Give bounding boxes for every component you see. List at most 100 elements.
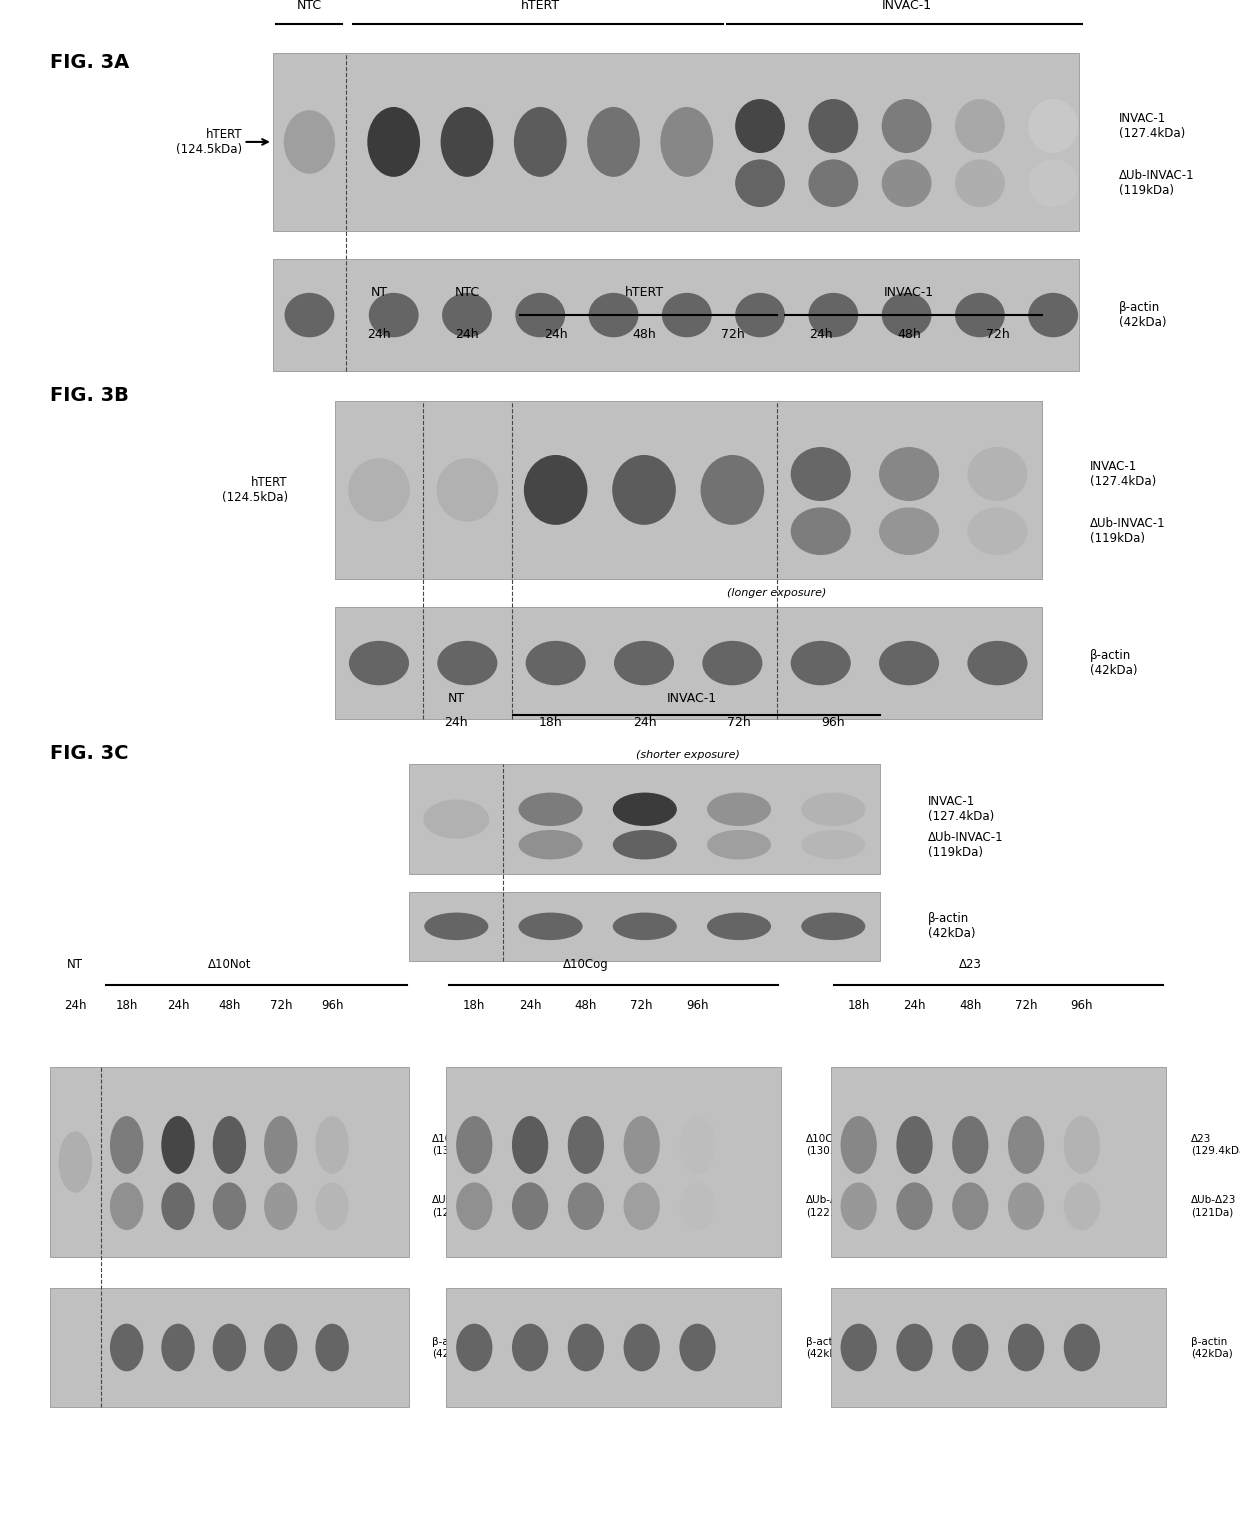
Ellipse shape	[735, 294, 785, 337]
Ellipse shape	[882, 294, 931, 337]
Ellipse shape	[513, 107, 567, 177]
Ellipse shape	[897, 1117, 932, 1174]
Ellipse shape	[1008, 1324, 1044, 1371]
Text: hTERT
(124.5kDa): hTERT (124.5kDa)	[176, 129, 242, 156]
Ellipse shape	[841, 1324, 877, 1371]
Ellipse shape	[879, 446, 939, 501]
Text: (longer exposure): (longer exposure)	[727, 589, 826, 599]
FancyBboxPatch shape	[831, 1067, 1166, 1257]
Text: 72h: 72h	[986, 328, 1009, 340]
FancyBboxPatch shape	[50, 1067, 409, 1257]
Ellipse shape	[58, 1132, 92, 1192]
Text: 24h: 24h	[808, 328, 832, 340]
Text: INVAC-1
(127.4kDa): INVAC-1 (127.4kDa)	[1090, 460, 1157, 489]
Ellipse shape	[264, 1117, 298, 1174]
Ellipse shape	[955, 159, 1004, 207]
Text: FIG. 3B: FIG. 3B	[50, 386, 129, 405]
Text: 48h: 48h	[632, 328, 656, 340]
Text: Δ10Not
(130.8kDa): Δ10Not (130.8kDa)	[433, 1135, 491, 1156]
Ellipse shape	[613, 831, 677, 859]
Text: 24h: 24h	[903, 999, 926, 1012]
Text: 72h: 72h	[1014, 999, 1038, 1012]
Text: β-actin
(42kDa): β-actin (42kDa)	[1120, 301, 1167, 330]
Ellipse shape	[707, 831, 771, 859]
Text: FIG. 3C: FIG. 3C	[50, 744, 128, 764]
Ellipse shape	[441, 294, 492, 337]
Ellipse shape	[512, 1117, 548, 1174]
Ellipse shape	[808, 294, 858, 337]
Ellipse shape	[423, 799, 490, 838]
Text: 18h: 18h	[115, 999, 138, 1012]
Ellipse shape	[841, 1117, 877, 1174]
Ellipse shape	[264, 1324, 298, 1371]
Text: ΔUb-Δ10Not
(122.4Da): ΔUb-Δ10Not (122.4Da)	[433, 1195, 496, 1216]
Ellipse shape	[702, 642, 763, 685]
Ellipse shape	[518, 793, 583, 826]
Text: 48h: 48h	[959, 999, 982, 1012]
Text: 24h: 24h	[166, 999, 190, 1012]
Ellipse shape	[1028, 98, 1078, 153]
Ellipse shape	[735, 98, 785, 153]
Ellipse shape	[588, 107, 640, 177]
Ellipse shape	[438, 642, 497, 685]
Text: hTERT: hTERT	[625, 286, 663, 300]
Text: 18h: 18h	[463, 999, 486, 1012]
Text: INVAC-1: INVAC-1	[667, 691, 717, 705]
Ellipse shape	[707, 793, 771, 826]
Text: 24h: 24h	[518, 999, 542, 1012]
Text: INVAC-1: INVAC-1	[884, 286, 934, 300]
Text: Δ23
(129.4kDa): Δ23 (129.4kDa)	[1190, 1135, 1240, 1156]
Text: 72h: 72h	[720, 328, 744, 340]
Text: 72h: 72h	[269, 999, 293, 1012]
Ellipse shape	[110, 1117, 144, 1174]
Ellipse shape	[613, 912, 677, 940]
Text: 96h: 96h	[1070, 999, 1094, 1012]
Text: FIG. 3A: FIG. 3A	[50, 53, 129, 73]
Ellipse shape	[110, 1324, 144, 1371]
Ellipse shape	[213, 1324, 246, 1371]
Text: 48h: 48h	[898, 328, 921, 340]
Ellipse shape	[1028, 159, 1078, 207]
Ellipse shape	[348, 642, 409, 685]
Ellipse shape	[315, 1324, 348, 1371]
Text: 96h: 96h	[686, 999, 709, 1012]
Text: Δ23: Δ23	[959, 958, 982, 971]
Ellipse shape	[967, 642, 1028, 685]
Ellipse shape	[213, 1117, 246, 1174]
Text: 72h: 72h	[727, 716, 751, 729]
Ellipse shape	[808, 159, 858, 207]
Text: 18h: 18h	[847, 999, 870, 1012]
Ellipse shape	[613, 793, 677, 826]
FancyBboxPatch shape	[273, 53, 1079, 231]
FancyBboxPatch shape	[446, 1288, 781, 1407]
FancyBboxPatch shape	[409, 893, 880, 961]
Ellipse shape	[801, 912, 866, 940]
FancyBboxPatch shape	[335, 401, 1042, 579]
Ellipse shape	[662, 294, 712, 337]
Text: NTC: NTC	[296, 0, 322, 12]
Text: hTERT: hTERT	[521, 0, 559, 12]
Ellipse shape	[589, 294, 639, 337]
Text: Δ10Cog
(130.8kDa): Δ10Cog (130.8kDa)	[806, 1135, 864, 1156]
Text: 48h: 48h	[218, 999, 241, 1012]
Ellipse shape	[791, 507, 851, 555]
Ellipse shape	[315, 1183, 348, 1230]
Ellipse shape	[801, 831, 866, 859]
Ellipse shape	[952, 1183, 988, 1230]
Ellipse shape	[952, 1324, 988, 1371]
FancyBboxPatch shape	[50, 1288, 409, 1407]
Ellipse shape	[518, 831, 583, 859]
Ellipse shape	[735, 159, 785, 207]
Text: Δ10Not: Δ10Not	[207, 958, 252, 971]
FancyBboxPatch shape	[273, 260, 1079, 371]
Text: ΔUb-Δ23
(121Da): ΔUb-Δ23 (121Da)	[1190, 1195, 1236, 1216]
Ellipse shape	[680, 1183, 715, 1230]
Ellipse shape	[436, 458, 498, 522]
Ellipse shape	[512, 1324, 548, 1371]
Ellipse shape	[568, 1117, 604, 1174]
Text: 96h: 96h	[321, 999, 343, 1012]
Ellipse shape	[955, 294, 1004, 337]
Ellipse shape	[967, 446, 1028, 501]
Ellipse shape	[624, 1324, 660, 1371]
Ellipse shape	[791, 446, 851, 501]
